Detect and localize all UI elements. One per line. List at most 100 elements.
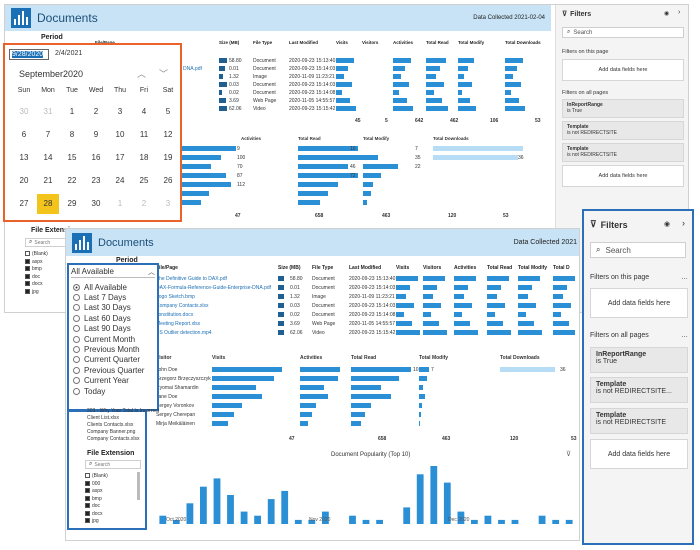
radio-button[interactable] [73, 294, 80, 302]
column-header[interactable]: Total Read [298, 136, 321, 141]
calendar-day[interactable]: 4 [141, 107, 147, 116]
calendar-day[interactable]: 3 [165, 199, 171, 208]
calendar-day[interactable]: 18 [139, 153, 149, 162]
column-header[interactable]: Total Modify [458, 40, 485, 45]
column-header[interactable]: Visits [212, 355, 226, 361]
calendar-day[interactable]: 1 [69, 107, 75, 116]
calendar-day[interactable]: 16 [91, 153, 101, 162]
calendar-day[interactable]: 12 [163, 130, 173, 139]
front-ext-search[interactable]: ⌕ Search [85, 460, 141, 469]
chart-bar[interactable] [457, 511, 465, 524]
ext-item[interactable]: (Blank) [25, 251, 48, 259]
back-filter-card-template-1[interactable]: Template is not REDIRECTSITE [562, 121, 684, 140]
column-header[interactable]: Activities [393, 40, 414, 45]
column-header[interactable]: Size (MB) [278, 265, 301, 271]
filter-icon[interactable]: ⊽ [566, 451, 572, 458]
period-option[interactable]: Last 60 Days [73, 313, 144, 323]
checkbox[interactable] [85, 503, 90, 509]
period-option[interactable]: All Available [73, 282, 144, 292]
period-option[interactable]: Last 30 Days [73, 303, 144, 313]
add-data-fields-dropzone-bottom[interactable]: Add data fields here [590, 439, 688, 469]
file-link[interactable]: Logo Sketch.bmp [156, 294, 195, 300]
chart-bar[interactable] [213, 478, 221, 524]
column-header[interactable]: File Type [253, 40, 273, 45]
file-link[interactable]: constitution.docx [156, 312, 194, 318]
calendar-day[interactable]: 25 [139, 176, 149, 185]
calendar-day[interactable]: 2 [141, 199, 147, 208]
ext-item[interactable]: 000 [85, 481, 108, 489]
chart-bar[interactable] [186, 503, 194, 524]
column-header[interactable]: Visitors [423, 265, 442, 271]
column-header[interactable]: File Type [312, 265, 334, 271]
column-header[interactable]: Activities [241, 136, 262, 141]
column-header[interactable]: Total Downloads [500, 355, 540, 361]
page-list-item[interactable]: 203 - Why Your Total Is Incorrect [87, 408, 160, 414]
chart-bar[interactable] [416, 474, 424, 524]
chart-bar[interactable] [565, 519, 573, 524]
column-header[interactable]: Total Read [351, 355, 377, 361]
filter-card-inreportrange[interactable]: InReportRange is True [590, 347, 688, 373]
column-header[interactable]: Activities [454, 265, 477, 271]
calendar-day[interactable]: 20 [19, 176, 29, 185]
period-option[interactable]: Current Month [73, 334, 144, 344]
page-list-item[interactable]: Company Banner.png [87, 429, 136, 435]
chart-bar[interactable] [159, 515, 167, 524]
add-data-fields-dropzone[interactable]: Add data fields here [590, 288, 688, 318]
chart-bar[interactable] [294, 519, 302, 524]
column-header[interactable]: File/Page [95, 40, 115, 45]
checkbox[interactable] [85, 510, 90, 516]
column-header[interactable]: Total Modify [518, 265, 548, 271]
calendar-day[interactable]: 15 [67, 153, 77, 162]
checkbox[interactable] [25, 258, 30, 264]
chart-bar[interactable] [403, 507, 411, 524]
calendar-day[interactable]: 8 [69, 130, 75, 139]
column-header[interactable]: Total Modify [363, 136, 390, 141]
calendar-day[interactable]: 29 [67, 199, 77, 208]
checkbox[interactable] [85, 518, 90, 524]
ext-item[interactable]: docx [25, 281, 48, 289]
radio-button[interactable] [73, 387, 80, 395]
calendar-day[interactable]: 17 [115, 153, 125, 162]
checkbox[interactable] [85, 488, 90, 494]
file-link[interactable]: DNA.pdf [183, 66, 202, 72]
checkbox[interactable] [25, 273, 30, 279]
back-add-fields-dropzone-2[interactable]: Add data fields here [562, 165, 684, 187]
column-header[interactable]: Activities [300, 355, 323, 361]
chart-bar[interactable] [498, 519, 505, 524]
radio-button[interactable] [73, 346, 80, 354]
chevron-right-icon[interactable]: › [678, 9, 681, 16]
ext-item[interactable]: aspx [85, 488, 108, 496]
radio-button[interactable] [73, 325, 80, 333]
calendar-day[interactable]: 24 [115, 176, 125, 185]
filter-card-template-1[interactable]: Template is not REDIRECTSITE... [590, 377, 688, 403]
calendar-day[interactable]: 13 [19, 153, 29, 162]
chart-bar[interactable] [362, 519, 370, 524]
radio-button[interactable] [73, 314, 80, 322]
ext-item[interactable]: (Blank) [85, 473, 108, 481]
calendar-day[interactable]: 6 [21, 130, 27, 139]
period-option[interactable]: Current Quarter [73, 355, 144, 365]
back-add-fields-dropzone[interactable]: Add data fields here [562, 59, 684, 81]
radio-button[interactable] [73, 377, 80, 385]
column-header[interactable]: Total Modify [419, 355, 449, 361]
file-link[interactable]: BS Outlier detection.mp4 [156, 330, 212, 336]
ext-item[interactable]: jpg [85, 518, 108, 526]
period-option[interactable]: Last 7 Days [73, 292, 144, 302]
checkbox[interactable] [25, 281, 30, 287]
radio-button[interactable] [73, 283, 80, 291]
ext-item[interactable]: bmp [85, 496, 108, 504]
page-list-item[interactable]: Company Contacts.xlsx [87, 436, 140, 442]
ext-item[interactable]: doc [85, 503, 108, 511]
calendar-day[interactable]: 3 [117, 107, 123, 116]
column-header[interactable]: Visits [336, 40, 348, 45]
calendar-day[interactable]: 19 [163, 153, 173, 162]
chart-bar[interactable] [376, 519, 383, 524]
radio-button[interactable] [73, 335, 80, 343]
ext-list-scrollbar[interactable] [137, 472, 140, 500]
column-header[interactable]: Total Downloads [433, 136, 469, 141]
column-header[interactable]: Visitors [362, 40, 379, 45]
period-dropdown-select[interactable]: All Available ︿ [71, 267, 155, 278]
checkbox[interactable] [85, 495, 90, 501]
chart-bar[interactable] [322, 511, 329, 524]
column-header[interactable]: Total Read [487, 265, 513, 271]
